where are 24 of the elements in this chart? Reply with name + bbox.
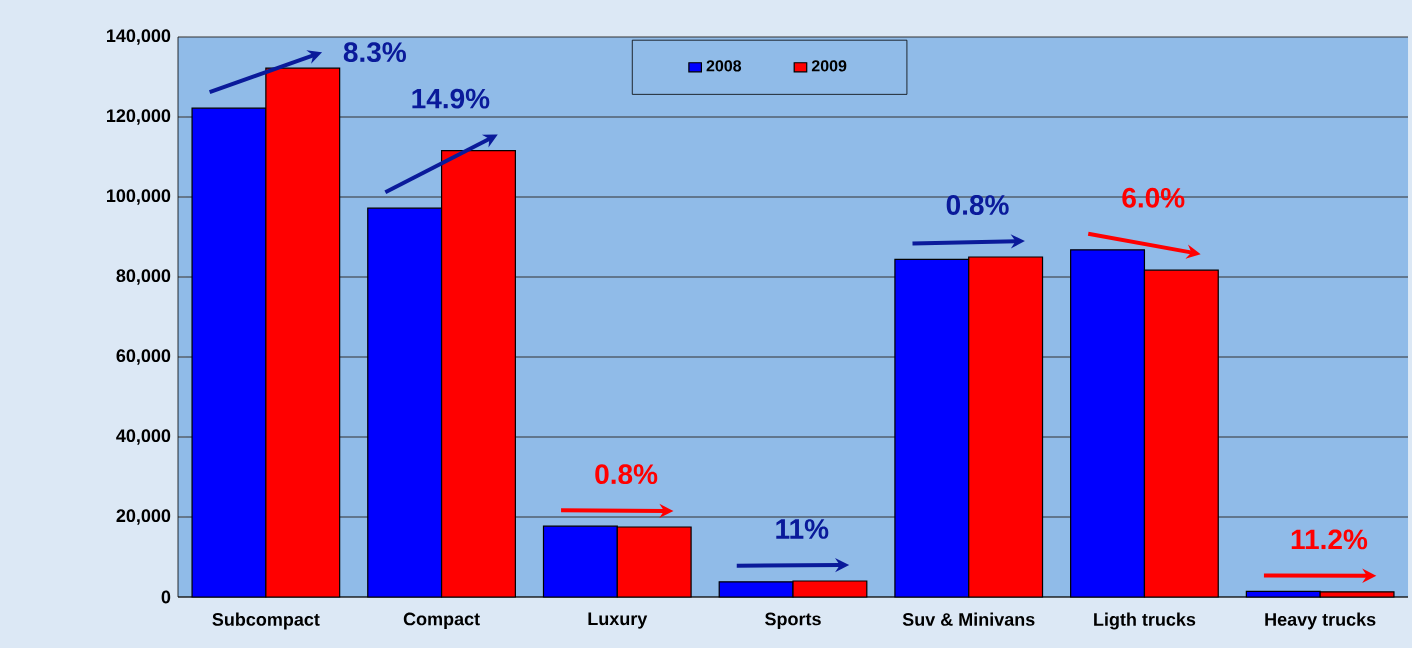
x-tick-label: Luxury: [588, 612, 648, 629]
x-tick-label: Ligth trucks: [1094, 612, 1196, 630]
y-tick-label: 80,000: [116, 269, 171, 285]
y-tick-label: 60,000: [116, 349, 171, 365]
x-tick-label: Sports: [765, 612, 821, 629]
annotation: 14.9%: [412, 88, 490, 109]
y-tick-label: 20,000: [116, 509, 171, 525]
annotation: 11.2%: [1291, 529, 1368, 550]
annotation: 0.8%: [946, 195, 1009, 215]
x-tick-label: Subcompact: [212, 612, 320, 630]
annotation: 0.8%: [595, 464, 658, 485]
legend-label: 2008: [706, 60, 742, 72]
annotation: 8.3%: [343, 42, 406, 63]
x-tick-label: Compact: [403, 612, 480, 629]
y-tick-label: 120,000: [107, 109, 171, 125]
annotation: 6.0%: [1122, 187, 1185, 208]
x-tick-label: Suv & Minivans: [902, 612, 1035, 626]
y-tick-label: 100,000: [107, 189, 171, 205]
y-tick-label: 40,000: [116, 429, 171, 445]
legend-label: 2009: [811, 60, 847, 72]
y-tick-label: 0: [161, 590, 171, 604]
y-tick-label: 140,000: [107, 29, 171, 45]
annotation: 11%: [776, 519, 829, 539]
x-tick-label: Heavy trucks: [1265, 612, 1376, 630]
